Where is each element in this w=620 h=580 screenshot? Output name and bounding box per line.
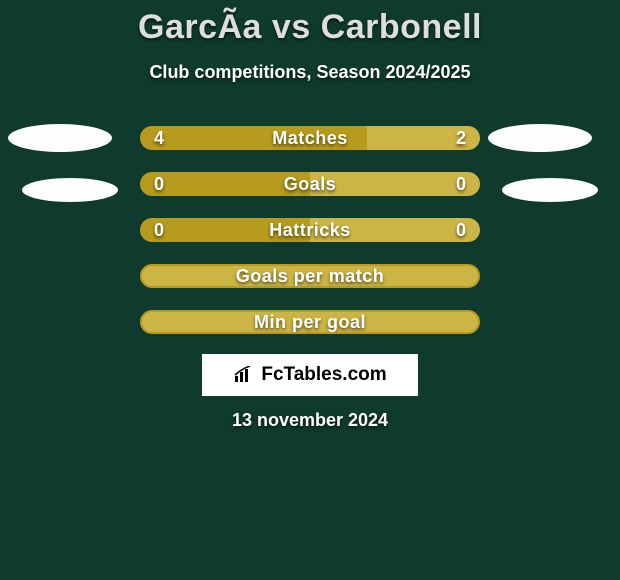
stat-bar: Goals per match: [140, 264, 480, 288]
chart-icon: [233, 366, 255, 384]
stat-value-left: 0: [154, 218, 164, 242]
stat-row: Hattricks0 0: [0, 218, 620, 242]
stat-value-right: 0: [456, 172, 466, 196]
stat-value-right: 2: [456, 126, 466, 150]
stat-rows: Matches42Goals00Hattricks00Goals per mat…: [0, 126, 620, 356]
stat-label: Goals per match: [142, 266, 478, 286]
footer-date: 13 november 2024: [0, 410, 620, 431]
stat-label: Min per goal: [142, 312, 478, 332]
page-title: GarcÃ­a vs Carbonell: [0, 8, 620, 47]
footer-badge: FcTables.com: [202, 354, 418, 396]
footer-badge-text: FcTables.com: [261, 364, 386, 386]
stat-row: Goals per match: [0, 264, 620, 288]
page-subtitle: Club competitions, Season 2024/2025: [0, 62, 620, 83]
stat-value-right: 0: [456, 218, 466, 242]
decorative-ellipse: [22, 178, 118, 202]
stat-bar: Min per goal: [140, 310, 480, 334]
comparison-stage: GarcÃ­a vs Carbonell Club competitions, …: [0, 0, 620, 580]
stat-value-left: 0: [154, 172, 164, 196]
stat-bar: Hattricks0 0: [140, 218, 480, 242]
stat-label: Matches: [140, 126, 480, 150]
decorative-ellipse: [502, 178, 598, 202]
stat-bar: Goals0 0: [140, 172, 480, 196]
stat-row: Min per goal: [0, 310, 620, 334]
stat-label: Goals: [140, 172, 480, 196]
decorative-ellipse: [488, 124, 592, 152]
stat-bar: Matches4 2: [140, 126, 480, 150]
stat-value-left: 4: [154, 126, 164, 150]
stat-label: Hattricks: [140, 218, 480, 242]
decorative-ellipse: [8, 124, 112, 152]
